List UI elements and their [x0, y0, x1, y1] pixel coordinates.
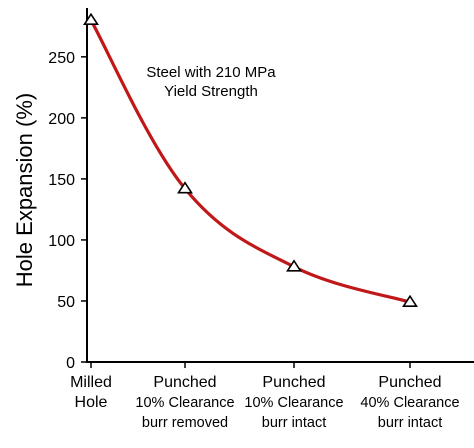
y-tick-label: 0 — [66, 355, 75, 372]
x-tick-label: burr removed — [142, 415, 228, 431]
chart-annotation: Steel with 210 MPa Yield Strength — [146, 64, 276, 100]
y-axis-label: Hole Expansion (%) — [12, 93, 37, 287]
x-tick-label: Punched — [153, 374, 216, 391]
x-tick-label: burr intact — [262, 415, 326, 431]
data-point-marker — [177, 181, 193, 194]
data-point-marker — [402, 294, 418, 307]
x-tick-label: 40% Clearance — [360, 395, 459, 411]
x-tick-label: Punched — [378, 374, 441, 391]
x-tick-label: Milled — [70, 374, 112, 391]
y-tick-label: 150 — [48, 172, 75, 189]
y-tick-label: 250 — [48, 50, 75, 67]
x-tick-label: Hole — [75, 394, 108, 411]
x-tick-label: 10% Clearance — [135, 395, 234, 411]
x-tick-label: 10% Clearance — [244, 395, 343, 411]
annotation-line-2: Yield Strength — [164, 83, 258, 100]
x-tick-label: burr intact — [378, 415, 442, 431]
data-point-marker — [83, 12, 99, 26]
y-tick-label: 50 — [57, 294, 75, 311]
y-tick-label: 200 — [48, 111, 75, 128]
y-tick-label: 100 — [48, 233, 75, 250]
data-point-marker — [286, 259, 302, 272]
x-tick-label: Punched — [262, 374, 325, 391]
annotation-line-1: Steel with 210 MPa — [146, 64, 276, 81]
series-line — [89, 18, 412, 304]
